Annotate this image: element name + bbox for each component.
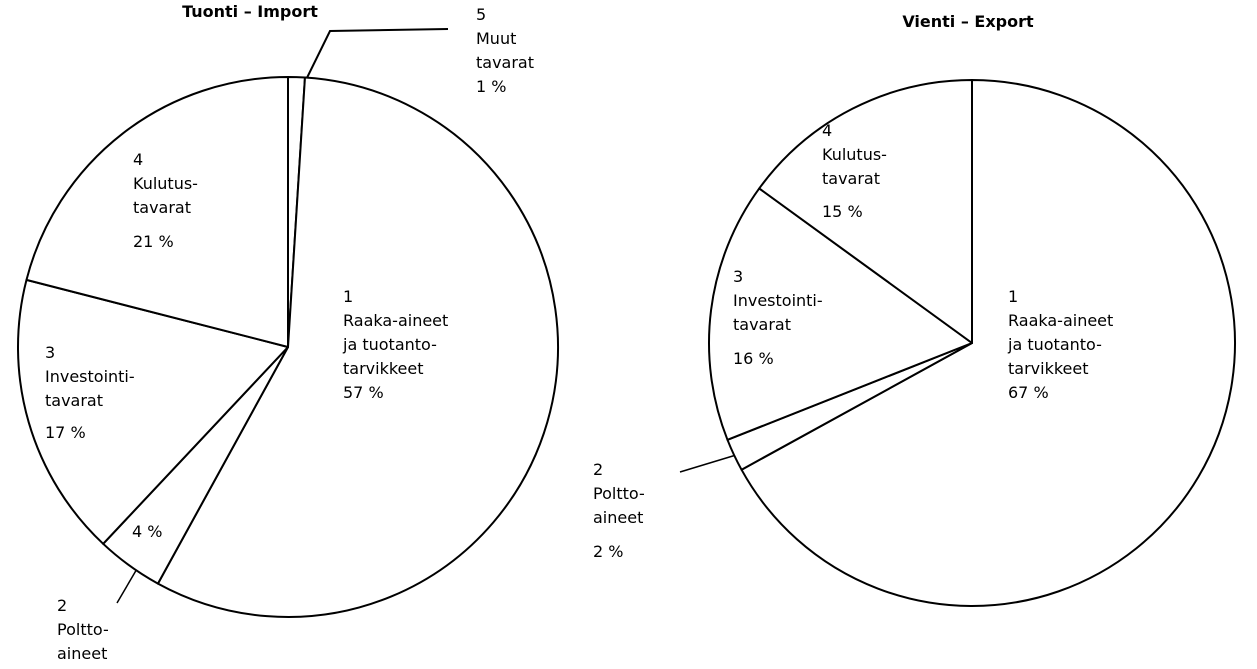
slice-label: 2 Poltto- aineet [593, 460, 645, 527]
chart-title: Vienti – Export [902, 12, 1034, 31]
slice-label: 2 Poltto- aineet [57, 596, 109, 663]
value-label: 21 % [133, 232, 174, 251]
value-label: 15 % [822, 202, 863, 221]
pie-slice [25, 76, 289, 348]
value-label: 67 % [1008, 383, 1049, 402]
value-label: 4 % [132, 522, 163, 541]
pie-slice [758, 79, 973, 344]
value-label: 16 % [733, 349, 774, 368]
slice-label: 5 Muut tavarat [476, 5, 535, 72]
value-label: 1 % [476, 77, 507, 96]
slice-label: 1 Raaka-aineet ja tuotanto- tarvikkeet [1008, 287, 1114, 378]
leader-line [299, 28, 449, 93]
chart-title: Tuonti – Import [182, 2, 318, 21]
value-label: 2 % [593, 542, 624, 561]
slice-label: 4 Kulutus- tavarat [133, 150, 198, 217]
slice-label: 3 Investointi- tavarat [733, 267, 823, 334]
value-label: 57 % [343, 383, 384, 402]
pie-slice [17, 278, 289, 545]
pie-slice [708, 187, 973, 441]
slice-label: 1 Raaka-aineet ja tuotanto- tarvikkeet [343, 287, 449, 378]
pie-slice [156, 76, 559, 618]
pie-slice [740, 79, 1236, 607]
value-label: 17 % [45, 423, 86, 442]
slice-label: 4 Kulutus- tavarat [822, 121, 887, 188]
slice-label: 3 Investointi- tavarat [45, 343, 135, 410]
